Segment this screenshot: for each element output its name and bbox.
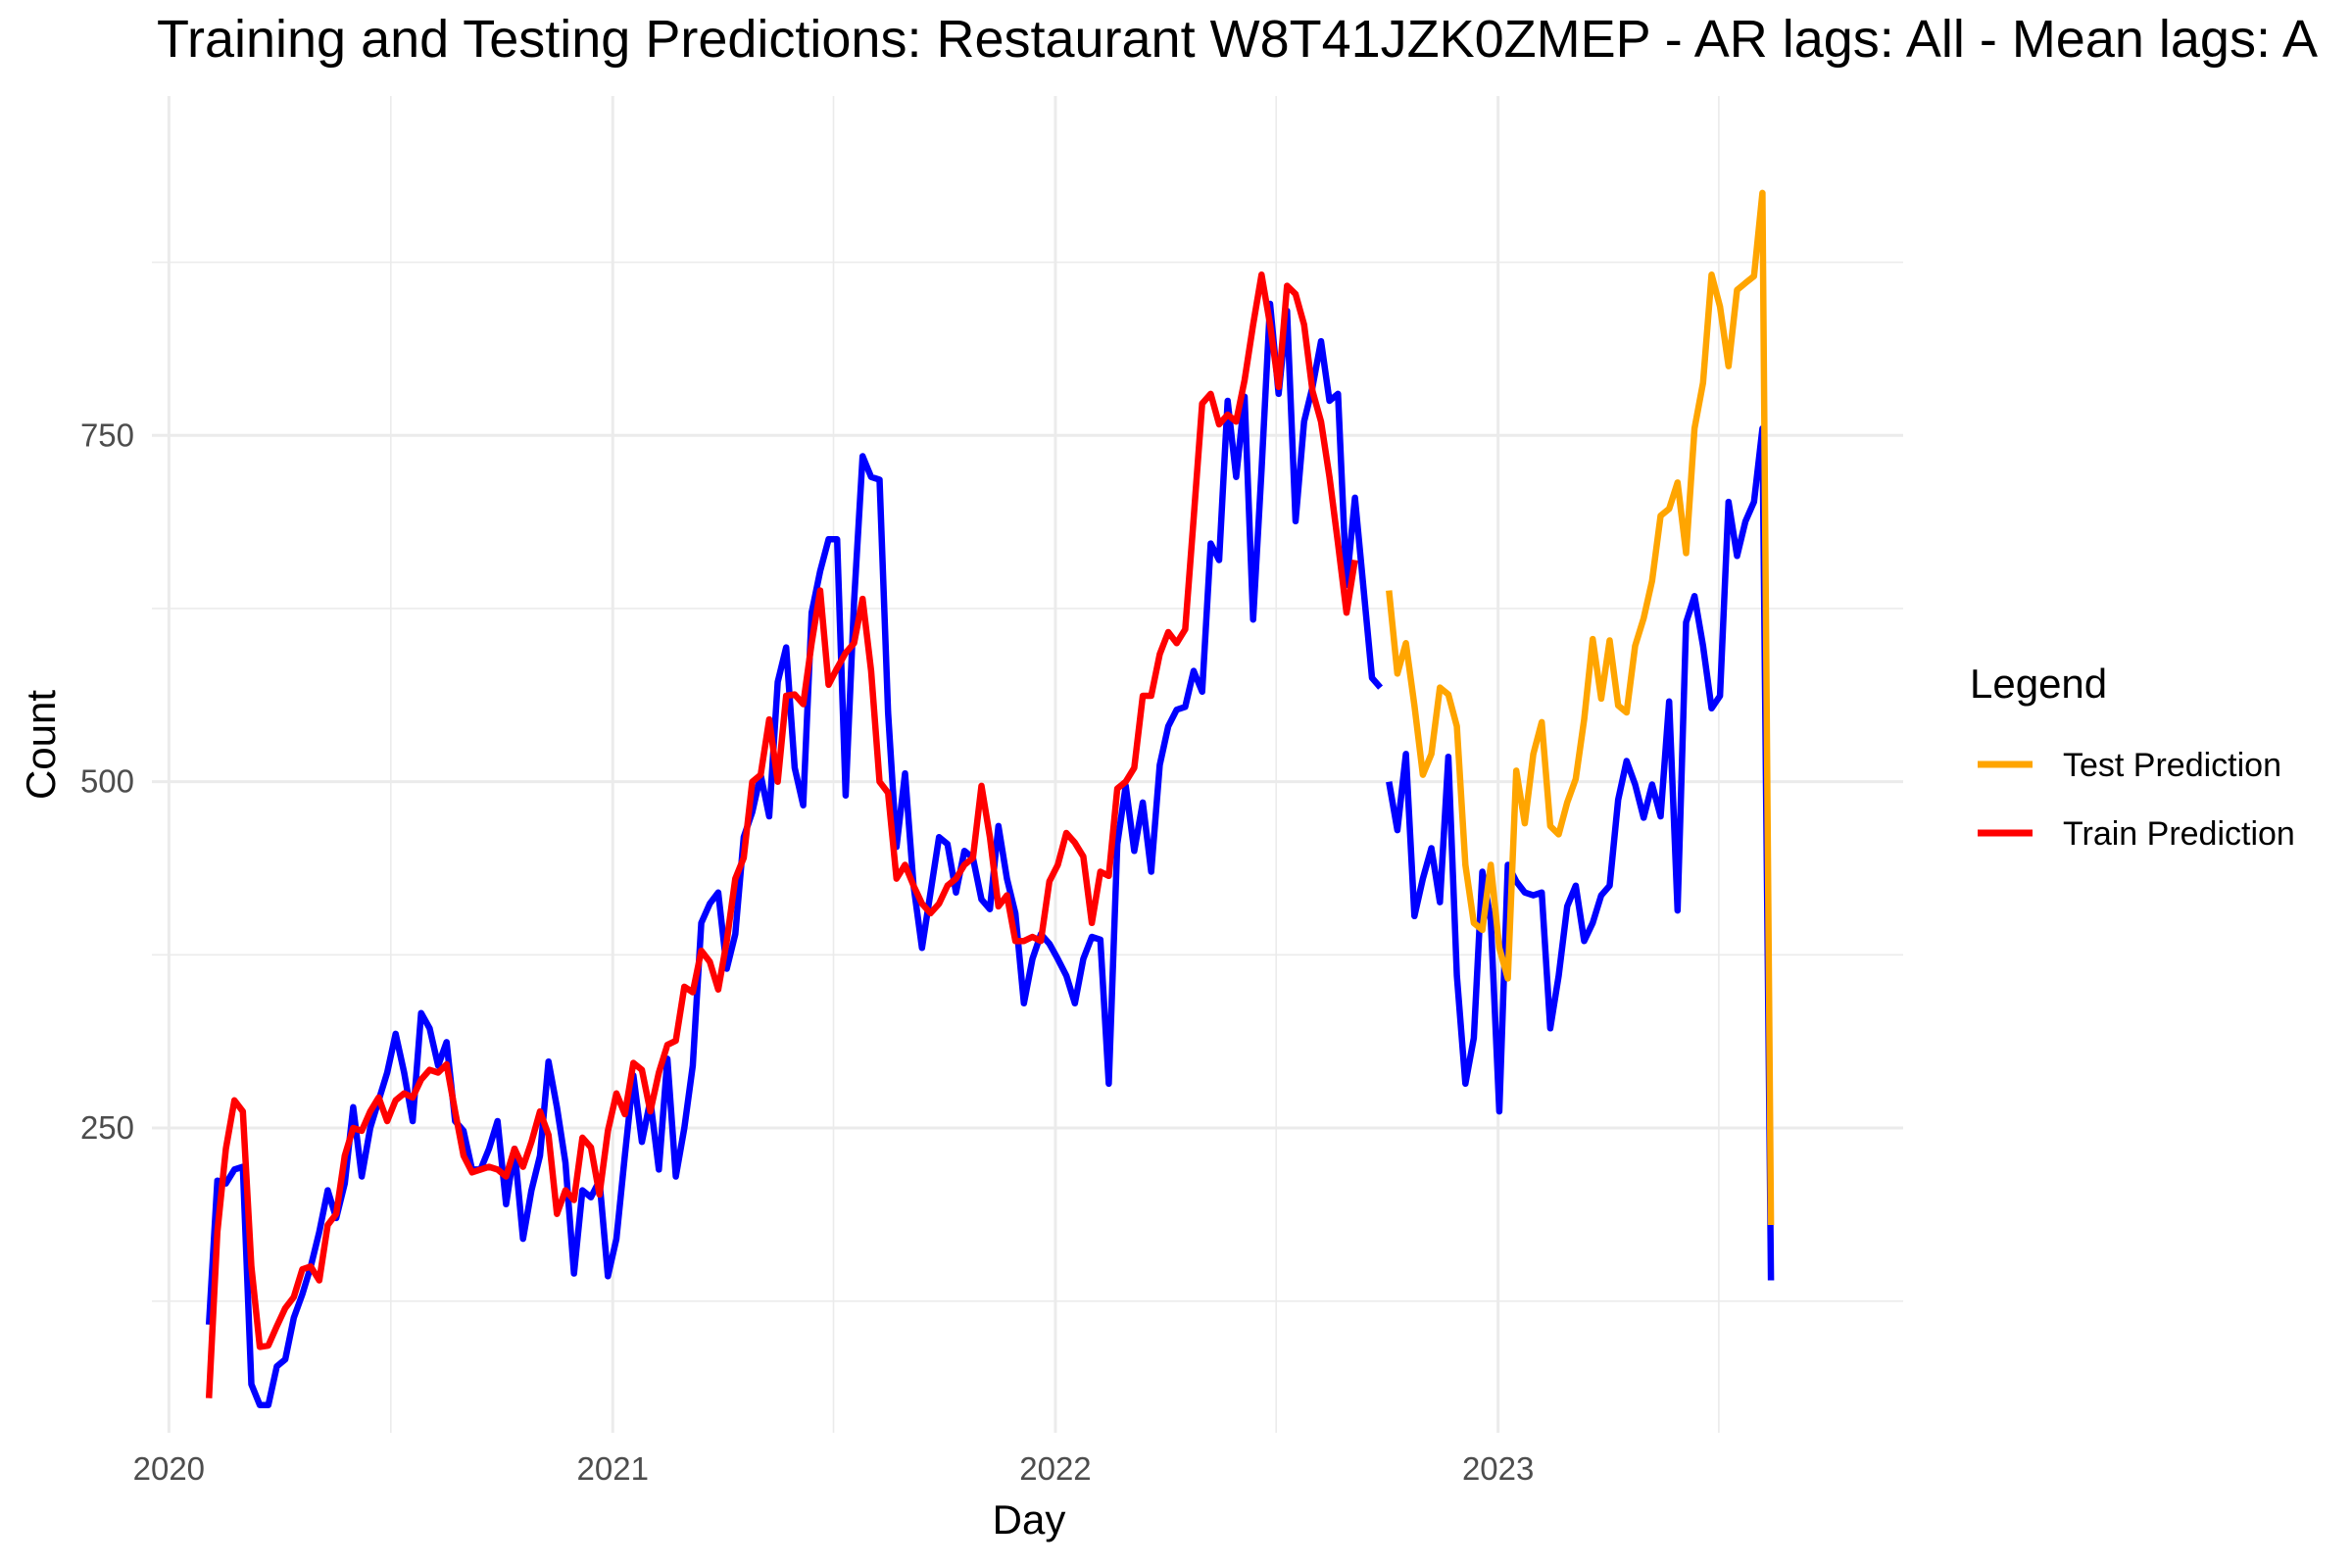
chart-title: Training and Testing Predictions: Restau… [157,10,2318,69]
series-line-actual [205,300,1775,1408]
series-line-train-prediction [205,271,1358,1398]
series-lines [205,189,1775,1408]
y-tick-label: 500 [80,763,134,800]
legend: Legend Test Prediction Train Prediction [1970,661,2295,853]
tick-labels: 250 500 750 2020 2021 2022 2023 [80,416,1534,1487]
legend-title: Legend [1970,661,2107,707]
x-tick-label: 2022 [1019,1450,1091,1487]
y-tick-label: 750 [80,416,134,453]
x-axis-title: Day [993,1496,1066,1543]
y-tick-label: 250 [80,1109,134,1146]
x-tick-label: 2023 [1462,1450,1534,1487]
grid [152,96,1903,1433]
legend-label-train-prediction: Train Prediction [2063,815,2295,853]
series-line-test-prediction [1386,189,1775,1226]
x-tick-label: 2021 [577,1450,649,1487]
x-tick-label: 2020 [133,1450,205,1487]
y-axis-title: Count [18,690,64,800]
legend-label-test-prediction: Test Prediction [2063,747,2281,784]
